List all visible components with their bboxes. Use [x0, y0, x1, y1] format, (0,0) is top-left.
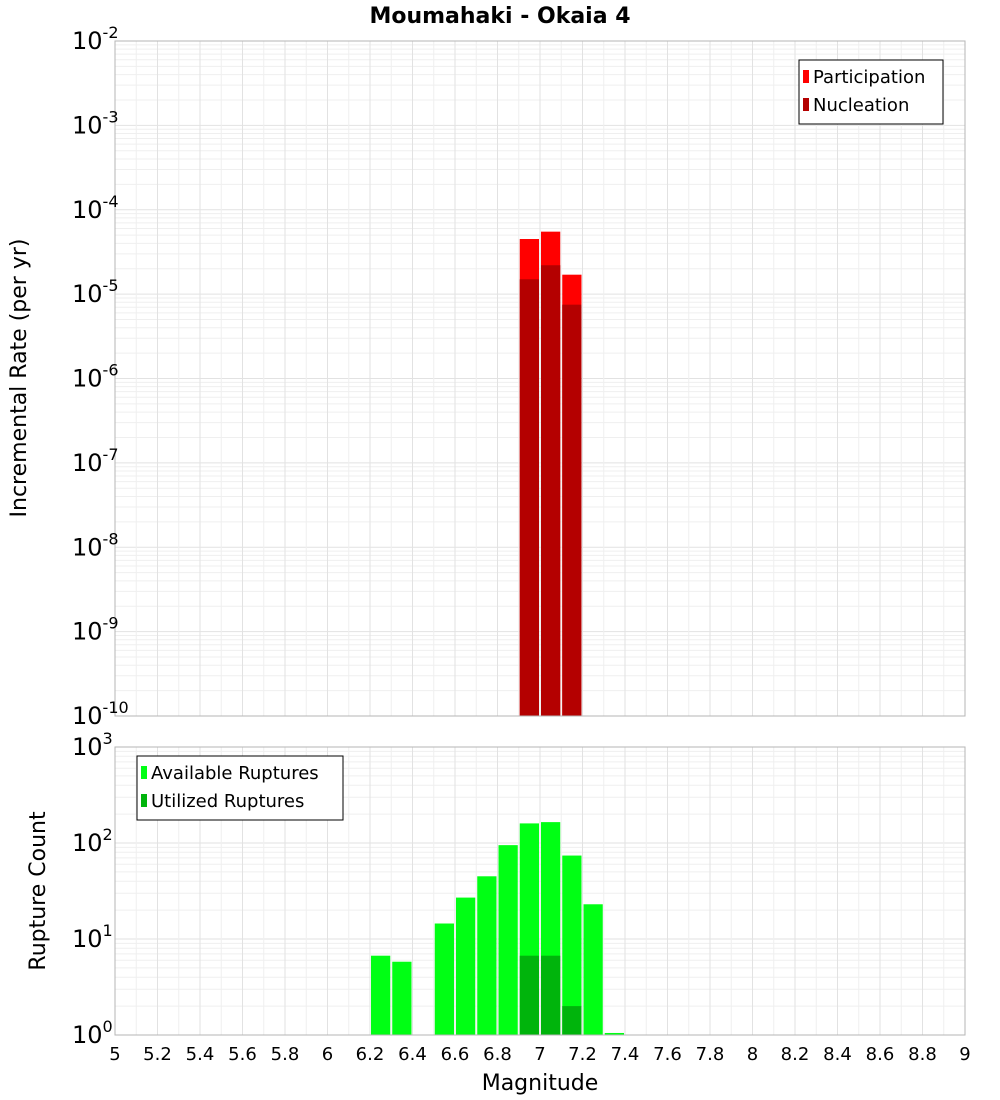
incremental-rate-legend: Participation Nucleation — [798, 59, 944, 125]
rupture-count-bar-available-ruptures — [371, 955, 391, 1035]
incremental-rate-legend-swatch — [803, 98, 809, 111]
x-tick-label: 7.2 — [568, 1044, 597, 1065]
incremental-rate-bar-nucleation — [562, 304, 582, 716]
rupture-count-plot: 100 101 102 103 Rupture Count Available Rup… — [26, 729, 966, 1049]
x-tick-label: 6.2 — [356, 1044, 385, 1065]
x-tick-label: 6.8 — [483, 1044, 512, 1065]
x-tick-label: 9 — [959, 1044, 970, 1065]
x-tick-label: 8.2 — [781, 1044, 810, 1065]
x-tick-label: 6.4 — [398, 1044, 427, 1065]
incremental-rate-y-tick-label: 10-6 — [72, 361, 119, 393]
x-tick-label: 5.8 — [271, 1044, 300, 1065]
x-tick-label: 5 — [109, 1044, 120, 1065]
incremental-rate-legend-swatch — [803, 70, 809, 83]
incremental-rate-y-tick-label: 10-8 — [72, 529, 119, 561]
rupture-count-bar-available-ruptures — [498, 845, 518, 1035]
incremental-rate-y-ticks: 10-10 10-9 10-8 10-7 10-6 10-5 10-4 10-3 10-2 — [72, 23, 129, 730]
incremental-rate-plot: 10-10 10-9 10-8 10-7 10-6 10-5 10-4 10-3 10-2 In… — [7, 23, 966, 730]
incremental-rate-y-axis-label: Incremental Rate (per yr) — [7, 239, 32, 518]
x-tick-label: 8.6 — [866, 1044, 895, 1065]
incremental-rate-y-tick-label: 10-2 — [72, 23, 119, 55]
x-tick-label: 8 — [747, 1044, 758, 1065]
incremental-rate-y-tick-label: 10-7 — [72, 445, 119, 477]
rupture-count-bar-available-ruptures — [604, 1032, 624, 1035]
x-tick-label: 8.4 — [823, 1044, 852, 1065]
rupture-count-y-tick-label: 103 — [72, 729, 113, 761]
rupture-count-y-ticks: 100 101 102 103 — [72, 729, 113, 1049]
incremental-rate-legend-entry: Participation — [813, 67, 925, 88]
x-tick-label: 5.6 — [228, 1044, 257, 1065]
rupture-count-bar-available-ruptures — [583, 904, 603, 1035]
incremental-rate-bar-nucleation — [541, 265, 561, 716]
incremental-rate-bar-nucleation — [519, 279, 539, 716]
chart-title: Moumahaki - Okaia 4 — [369, 4, 630, 29]
rupture-count-y-axis-label: Rupture Count — [26, 811, 51, 971]
incremental-rate-y-tick-label: 10-3 — [72, 107, 119, 139]
x-tick-label: 7.8 — [696, 1044, 725, 1065]
incremental-rate-grid — [114, 40, 966, 717]
rupture-count-bar-available-ruptures — [392, 961, 412, 1035]
x-tick-label: 6 — [322, 1044, 333, 1065]
x-axis-ticks: 5 5.2 5.4 5.6 5.8 6 6.2 6.4 6.6 6.8 7 7.2 7.4 7.6 7.8 8… — [109, 1044, 970, 1065]
incremental-rate-bars — [519, 231, 582, 716]
x-tick-label: 5.2 — [143, 1044, 172, 1065]
rupture-count-y-tick-label: 102 — [72, 825, 113, 857]
rupture-count-legend-entry: Utilized Ruptures — [151, 791, 304, 812]
rupture-count-legend: Available Ruptures Utilized Ruptures — [136, 755, 344, 821]
incremental-rate-legend-box — [798, 59, 944, 125]
rupture-count-legend-box — [136, 755, 344, 821]
rupture-count-bar-utilized-ruptures — [541, 955, 561, 1035]
rupture-count-plot-border — [114, 746, 966, 1036]
rupture-count-legend-swatch — [141, 766, 147, 779]
rupture-count-bar-available-ruptures — [434, 923, 454, 1035]
x-tick-label: 5.4 — [186, 1044, 215, 1065]
x-tick-label: 7 — [534, 1044, 545, 1065]
rupture-count-bar-utilized-ruptures — [519, 955, 539, 1035]
rupture-count-legend-swatch — [141, 794, 147, 807]
x-tick-label: 7.4 — [611, 1044, 640, 1065]
x-tick-label: 8.8 — [908, 1044, 937, 1065]
rupture-count-bar-available-ruptures — [456, 897, 476, 1035]
incremental-rate-y-tick-label: 10-5 — [72, 276, 119, 308]
incremental-rate-y-tick-label: 10-9 — [72, 614, 119, 646]
incremental-rate-y-tick-label: 10-4 — [72, 192, 119, 224]
incremental-rate-legend-entry: Nucleation — [813, 95, 909, 116]
incremental-rate-plot-border — [114, 40, 966, 717]
rupture-count-y-tick-label: 101 — [72, 921, 113, 953]
x-tick-label: 6.6 — [441, 1044, 470, 1065]
x-tick-label: 7.6 — [653, 1044, 682, 1065]
rupture-count-legend-entry: Available Ruptures — [151, 763, 319, 784]
rupture-count-bar-available-ruptures — [562, 855, 582, 1035]
incremental-rate-y-tick-label: 10-10 — [72, 698, 129, 730]
rupture-count-bars — [371, 822, 624, 1035]
x-axis-label: Magnitude — [482, 1071, 599, 1096]
rupture-count-y-tick-label: 100 — [72, 1017, 113, 1049]
rupture-count-bar-available-ruptures — [477, 876, 497, 1035]
rupture-count-grid — [114, 746, 966, 1036]
rupture-count-bar-utilized-ruptures — [562, 1006, 582, 1035]
